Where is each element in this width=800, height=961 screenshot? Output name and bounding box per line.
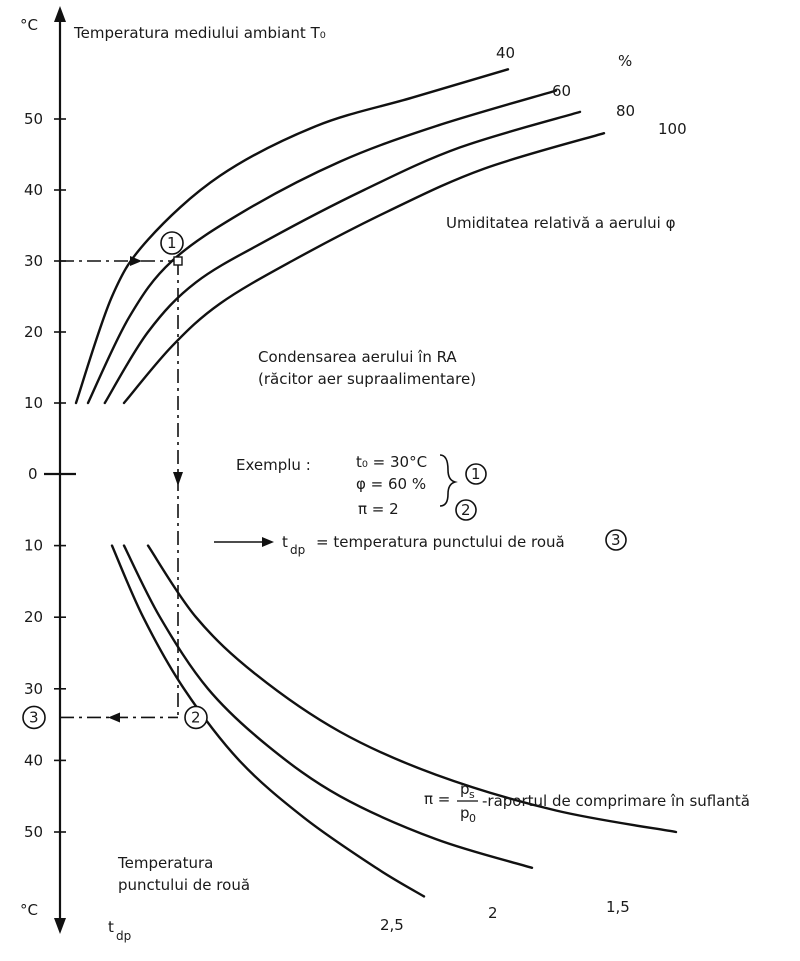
example-title: Exemplu : (236, 456, 311, 474)
pressure-ratio-curve-label: 1,5 (606, 898, 630, 916)
example-guides: 1 2 3 (22, 231, 208, 730)
humidity-curve-80 (103, 110, 582, 405)
pressure-ratio-curve-1,5 (146, 544, 678, 834)
example-line1: t₀ = 30°C (356, 453, 427, 471)
point-1-label: 1 (167, 234, 177, 252)
lower-axis-symbol: t (108, 918, 114, 936)
vertical-axis (44, 6, 76, 934)
middle-label-line1: Condensarea aerului în RA (258, 348, 457, 366)
pressure-ratio-curve-label: 2 (488, 904, 498, 922)
tick-label: 10 (24, 537, 43, 555)
humidity-curve-100 (122, 132, 606, 405)
lower-legend-num: p (460, 780, 470, 798)
upper-series-legend: Umiditatea relativă a aerului φ (446, 214, 676, 232)
result-symbol: t (282, 533, 288, 551)
lower-legend-den-sub: 0 (469, 812, 476, 825)
lower-title-line2: punctului de rouă (118, 876, 250, 894)
point-1-marker (173, 256, 183, 266)
humidity-curve-60 (86, 89, 558, 405)
pressure-ratio-curve-label: 2,5 (380, 916, 404, 934)
point-2-circle (184, 705, 208, 730)
tick-label: 30 (24, 680, 43, 698)
tick-label: 30 (24, 252, 43, 270)
unit-top: °C (20, 16, 38, 34)
example-line3: π = 2 (358, 500, 399, 518)
example-marker-1: 1 (471, 465, 481, 483)
humidity-curve-label: 80 (616, 102, 635, 120)
guide-arrow-right (130, 256, 142, 266)
axis-arrow-bottom (54, 918, 66, 934)
middle-label-line2: (răcitor aer supraalimentare) (258, 370, 476, 388)
guide-arrow-down (173, 472, 183, 486)
tick-label: 40 (24, 181, 43, 199)
point-3-label: 3 (29, 708, 39, 726)
result-text: = temperatura punctului de rouă (316, 533, 565, 551)
humidity-curve-label: 60 (552, 82, 571, 100)
axis-arrow-top (54, 6, 66, 22)
point-3-circle (22, 705, 46, 730)
humidity-curve-label: 40 (496, 44, 515, 62)
example-marker-2: 2 (461, 501, 471, 519)
lower-legend-prefix: π = (424, 790, 450, 808)
tick-label: 40 (24, 751, 43, 769)
unit-bottom: °C (20, 901, 38, 919)
tick-label: 20 (24, 608, 43, 626)
tick-label: 50 (24, 110, 43, 128)
pressure-ratio-curve-2,5 (110, 544, 426, 898)
humidity-curve-label: 100 (658, 120, 687, 138)
result-arrowhead (262, 537, 274, 547)
tick-label: 50 (24, 823, 43, 841)
lower-title-line1: Temperatura (117, 854, 213, 872)
lower-legend-den: p (460, 804, 470, 822)
example-marker-3-circle (605, 529, 627, 551)
example-brace (439, 454, 458, 507)
tick-labels: 0 50 40 30 20 10 10 20 30 40 50 (24, 110, 66, 841)
example-marker-3: 3 (611, 531, 621, 549)
example-line2: φ = 60 % (356, 475, 426, 493)
lower-legend-num-sub: s (469, 788, 475, 801)
percent-symbol: % (618, 52, 632, 70)
point-2-label: 2 (191, 708, 201, 726)
result-subscript: dp (290, 543, 305, 557)
humidity-curve-40 (74, 68, 510, 405)
example-marker-1-circle (465, 463, 487, 485)
tick-label: 20 (24, 323, 43, 341)
upper-title: Temperatura mediului ambiant T₀ (73, 24, 326, 42)
lower-axis-subscript: dp (116, 929, 131, 943)
example-marker-2-circle (455, 499, 477, 521)
guide-arrow-left (108, 712, 120, 723)
point-1-circle (160, 231, 184, 255)
lower-legend-suffix: -raportul de comprimare în suflantă (482, 792, 750, 810)
upper-curves: 40 60 80 100 (74, 44, 687, 405)
tick-label: 0 (28, 465, 38, 483)
pressure-ratio-curve-2 (122, 544, 534, 869)
lower-curves: 1,5 2 2,5 (110, 544, 678, 934)
tick-label: 10 (24, 394, 43, 412)
